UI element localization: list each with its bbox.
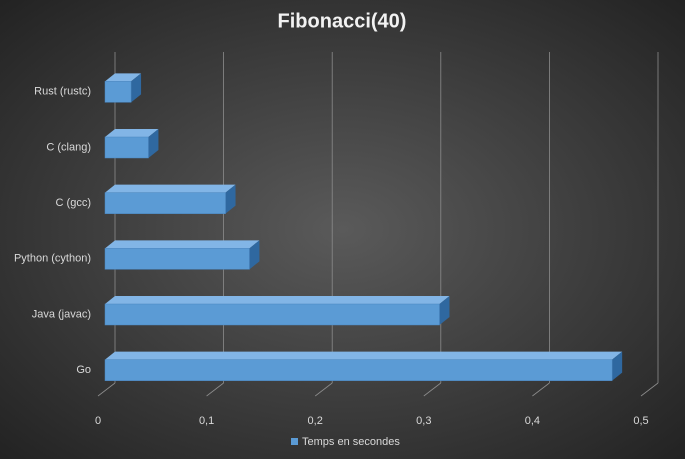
x-tick-label: 0,4 bbox=[525, 415, 540, 427]
bar-top bbox=[105, 73, 142, 82]
bar-top bbox=[105, 240, 260, 249]
chart-title: Fibonacci(40) bbox=[278, 10, 407, 32]
bar bbox=[104, 303, 440, 326]
y-tick-label: C (gcc) bbox=[56, 197, 91, 209]
bar-top bbox=[105, 129, 159, 137]
legend-marker bbox=[291, 438, 298, 445]
x-tick-label: 0,5 bbox=[633, 415, 648, 427]
legend-label: Temps en secondes bbox=[302, 436, 400, 448]
bar bbox=[104, 359, 613, 381]
x-tick-label: 0 bbox=[95, 415, 101, 427]
bar-side bbox=[612, 351, 623, 381]
grid-line-floor bbox=[532, 382, 550, 397]
bar-top bbox=[105, 351, 623, 360]
bar-side bbox=[249, 240, 260, 270]
x-tick-label: 0,2 bbox=[308, 415, 323, 427]
x-tick-label: 0,1 bbox=[199, 415, 214, 427]
bar bbox=[104, 136, 149, 159]
bar-top bbox=[105, 184, 236, 193]
bar-side bbox=[439, 296, 450, 325]
y-tick-label: Rust (rustc) bbox=[34, 86, 91, 98]
grid-line-floor bbox=[314, 382, 333, 397]
bar bbox=[104, 192, 226, 214]
bar-side bbox=[225, 184, 236, 214]
grid-line-floor bbox=[206, 382, 224, 397]
grid-line-floor bbox=[640, 382, 659, 397]
bar bbox=[104, 248, 250, 270]
bar bbox=[104, 81, 132, 103]
grid-line-floor bbox=[97, 382, 116, 397]
y-tick-label: C (clang) bbox=[46, 141, 91, 153]
y-tick-label: Python (cython) bbox=[14, 253, 91, 265]
y-tick-label: Go bbox=[76, 364, 91, 376]
bar-side bbox=[148, 129, 159, 158]
x-tick-label: 0,3 bbox=[416, 415, 431, 427]
y-tick-label: Java (javac) bbox=[32, 308, 91, 320]
grid-line-floor bbox=[423, 382, 442, 397]
bar-side bbox=[131, 73, 142, 103]
bar-top bbox=[105, 296, 450, 304]
